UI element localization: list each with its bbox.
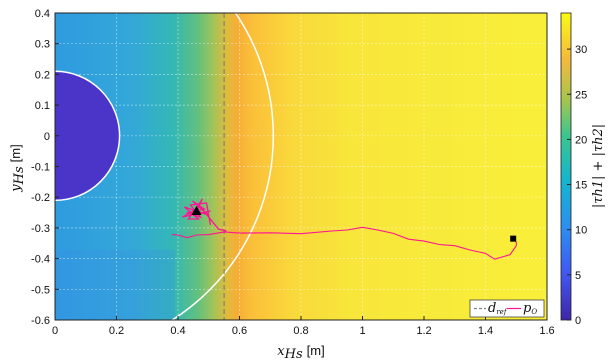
x-axis-label: xHs [m]	[277, 343, 324, 360]
inner-circle-region	[55, 70, 121, 202]
x-tick-label: 1.6	[539, 325, 554, 337]
colorbar-tick-label: 15	[575, 180, 587, 192]
y-tick-label: -0.4	[31, 254, 50, 266]
colorbar-label: |τh1| + |τh2|	[591, 124, 606, 208]
colorbar-tick-label: 25	[575, 89, 587, 101]
colorbar-tick-label: 20	[575, 134, 587, 146]
x-axis: 0 0.2 0.4 0.6 0.8 1 1.2 1.4 1.6	[52, 316, 555, 337]
colorbar-tick-label: 0	[575, 315, 581, 327]
x-tick-label: 0.4	[170, 325, 185, 337]
y-tick-label: -0.2	[31, 192, 50, 204]
y-tick-label: -0.6	[31, 315, 50, 327]
y-tick-label: 0.1	[35, 100, 50, 112]
end-marker	[191, 206, 202, 216]
colorbar: 0 5 10 15 20 25 30 |τh1| + |τh2|	[560, 12, 606, 327]
colorbar-tick-label: 5	[575, 270, 581, 282]
y-tick-label: -0.1	[31, 162, 50, 174]
y-tick-label: -0.3	[31, 223, 50, 235]
y-axis-label: yHs[m]	[8, 144, 27, 192]
y-axis: 0.4 0.3 0.2 0.1 0 -0.1 -0.2 -0.3 -0.4 -0.5 -0.6	[31, 8, 59, 327]
grid	[55, 13, 547, 320]
x-tick-label: 0.6	[232, 325, 247, 337]
colorbar-tick-label: 30	[575, 44, 587, 56]
x-tick-label: 1.2	[416, 325, 431, 337]
x-tick-label: 0.8	[293, 325, 308, 337]
p-o-trajectory	[171, 226, 517, 260]
x-tick-label: 1.4	[478, 325, 493, 337]
x-tick-label: 1	[359, 325, 365, 337]
legend: dref pO	[469, 299, 545, 318]
outer-circle	[170, 13, 275, 320]
x-tick-label: 0.2	[109, 325, 124, 337]
colorbar-ticks: 0 5 10 15 20 25 30	[567, 44, 587, 327]
y-tick-label: 0.3	[35, 39, 50, 51]
y-tick-label: 0	[44, 131, 50, 143]
x-tick-label: 0	[52, 325, 58, 337]
start-marker	[510, 235, 517, 242]
colorbar-tick-label: 10	[575, 225, 587, 237]
y-tick-label: 0.2	[35, 69, 50, 81]
y-tick-label: 0.4	[35, 8, 50, 20]
y-tick-label: -0.5	[31, 284, 50, 296]
